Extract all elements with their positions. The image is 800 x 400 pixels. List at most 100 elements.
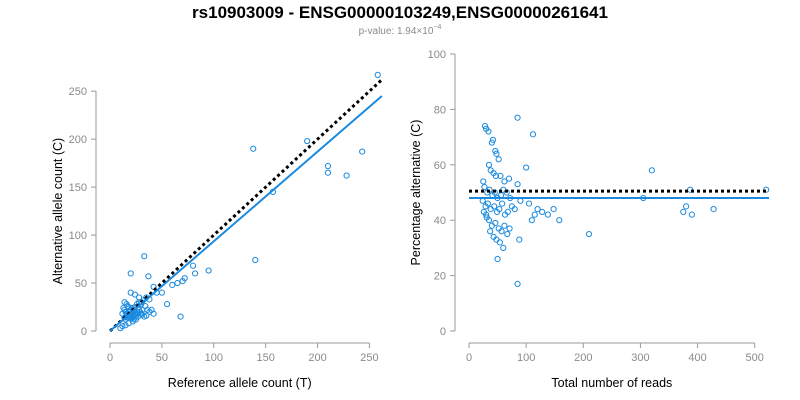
- data-point: [710, 206, 717, 213]
- y-tick-label: 250: [69, 86, 87, 98]
- x-tick-label: 250: [360, 352, 378, 364]
- data-point: [504, 230, 511, 238]
- data-point: [506, 225, 513, 232]
- data-point: [585, 230, 593, 238]
- data-point: [556, 217, 563, 224]
- data-point: [529, 131, 537, 138]
- data-point: [481, 183, 488, 191]
- data-point: [174, 279, 181, 287]
- data-point: [531, 211, 538, 218]
- data-point: [480, 178, 487, 185]
- data-point: [485, 161, 493, 168]
- data-point: [483, 214, 490, 221]
- y-tick-label: 200: [69, 134, 87, 146]
- data-point: [143, 312, 150, 319]
- data-point: [514, 280, 521, 288]
- data-point: [688, 211, 695, 218]
- data-point: [492, 219, 499, 227]
- y-tick-label: 60: [434, 160, 446, 172]
- data-point: [516, 236, 523, 243]
- y-tick-label: 0: [440, 326, 446, 338]
- data-point: [481, 122, 489, 130]
- data-point: [121, 314, 128, 321]
- data-point: [683, 203, 690, 210]
- x-tick-label: 200: [574, 352, 592, 364]
- figure-title: rs10903009 - ENSG00000103249,ENSG0000026…: [192, 3, 608, 22]
- data-point: [499, 200, 506, 207]
- data-point: [205, 267, 212, 274]
- data-point: [501, 222, 508, 229]
- data-point: [487, 228, 494, 235]
- data-point: [648, 167, 655, 174]
- data-point: [488, 222, 495, 229]
- x-tick-label: 500: [746, 352, 764, 364]
- data-point: [158, 289, 165, 296]
- allele-count-scatter-panel: 0 50 100 150 200 250 0 50 100 150 200 250 Reference …: [51, 71, 383, 390]
- data-point: [181, 275, 188, 282]
- data-point: [514, 114, 521, 121]
- x-tick-label: 0: [107, 352, 113, 364]
- y-tick-label: 0: [81, 326, 87, 338]
- x-tick-label: 100: [517, 352, 535, 364]
- data-point: [511, 206, 518, 213]
- y-axis-label: Percentage alternative (C): [409, 120, 423, 266]
- y-tick-label: 150: [69, 182, 87, 194]
- fitted-regression-line: [109, 95, 383, 332]
- data-point: [493, 150, 500, 157]
- data-point: [250, 145, 257, 152]
- data-point: [484, 200, 491, 207]
- data-point: [189, 262, 197, 269]
- p-value-exponent: −4: [433, 24, 441, 31]
- data-point: [505, 175, 513, 182]
- y-axis-label: Alternative allele count (C): [51, 138, 65, 285]
- data-point: [145, 273, 152, 280]
- data-point: [480, 208, 487, 215]
- data-point: [492, 172, 499, 179]
- percentage-alternative-scatter-panel: 0 100 200 300 400 500 0 20 40 60 80 100 Total number…: [409, 49, 770, 390]
- data-point: [528, 217, 535, 224]
- data-point: [485, 128, 492, 135]
- data-point: [489, 136, 497, 143]
- p-value-label: p-value: 1.94×10−4: [359, 24, 442, 37]
- data-point: [130, 306, 137, 313]
- p-value-text: p-value: 1.94×10: [359, 26, 434, 37]
- data-point: [544, 211, 551, 218]
- data-point: [539, 208, 546, 215]
- data-point: [498, 228, 505, 235]
- data-point: [492, 147, 499, 155]
- data-point: [117, 325, 124, 332]
- data-point: [514, 181, 521, 188]
- data-point: [144, 306, 151, 313]
- data-point: [163, 301, 171, 308]
- data-point: [177, 313, 184, 320]
- x-axis-label: Total number of reads: [551, 376, 672, 390]
- data-point: [191, 270, 199, 277]
- y-tick-label: 50: [75, 278, 87, 290]
- data-point: [488, 139, 495, 146]
- data-point: [550, 206, 557, 213]
- data-point: [494, 255, 501, 263]
- data-point: [496, 206, 503, 213]
- data-point: [500, 244, 507, 251]
- data-point: [534, 206, 541, 213]
- data-point: [324, 162, 332, 170]
- data-point: [131, 291, 139, 298]
- data-point: [504, 208, 511, 215]
- x-tick-label: 0: [466, 352, 472, 364]
- y-tick-label: 80: [434, 104, 446, 116]
- data-point: [496, 239, 503, 246]
- y-tick-label: 100: [69, 230, 87, 242]
- x-tick-label: 150: [256, 352, 274, 364]
- data-point: [525, 200, 533, 207]
- x-axis-label: Reference allele count (T): [168, 376, 312, 390]
- x-tick-label: 200: [308, 352, 326, 364]
- x-tick-label: 400: [688, 352, 706, 364]
- y-tick-label: 40: [434, 215, 446, 227]
- data-point: [501, 178, 508, 185]
- data-point: [169, 281, 176, 289]
- data-point: [495, 156, 502, 163]
- data-point: [374, 71, 381, 78]
- data-point: [122, 308, 129, 315]
- data-point: [252, 256, 259, 264]
